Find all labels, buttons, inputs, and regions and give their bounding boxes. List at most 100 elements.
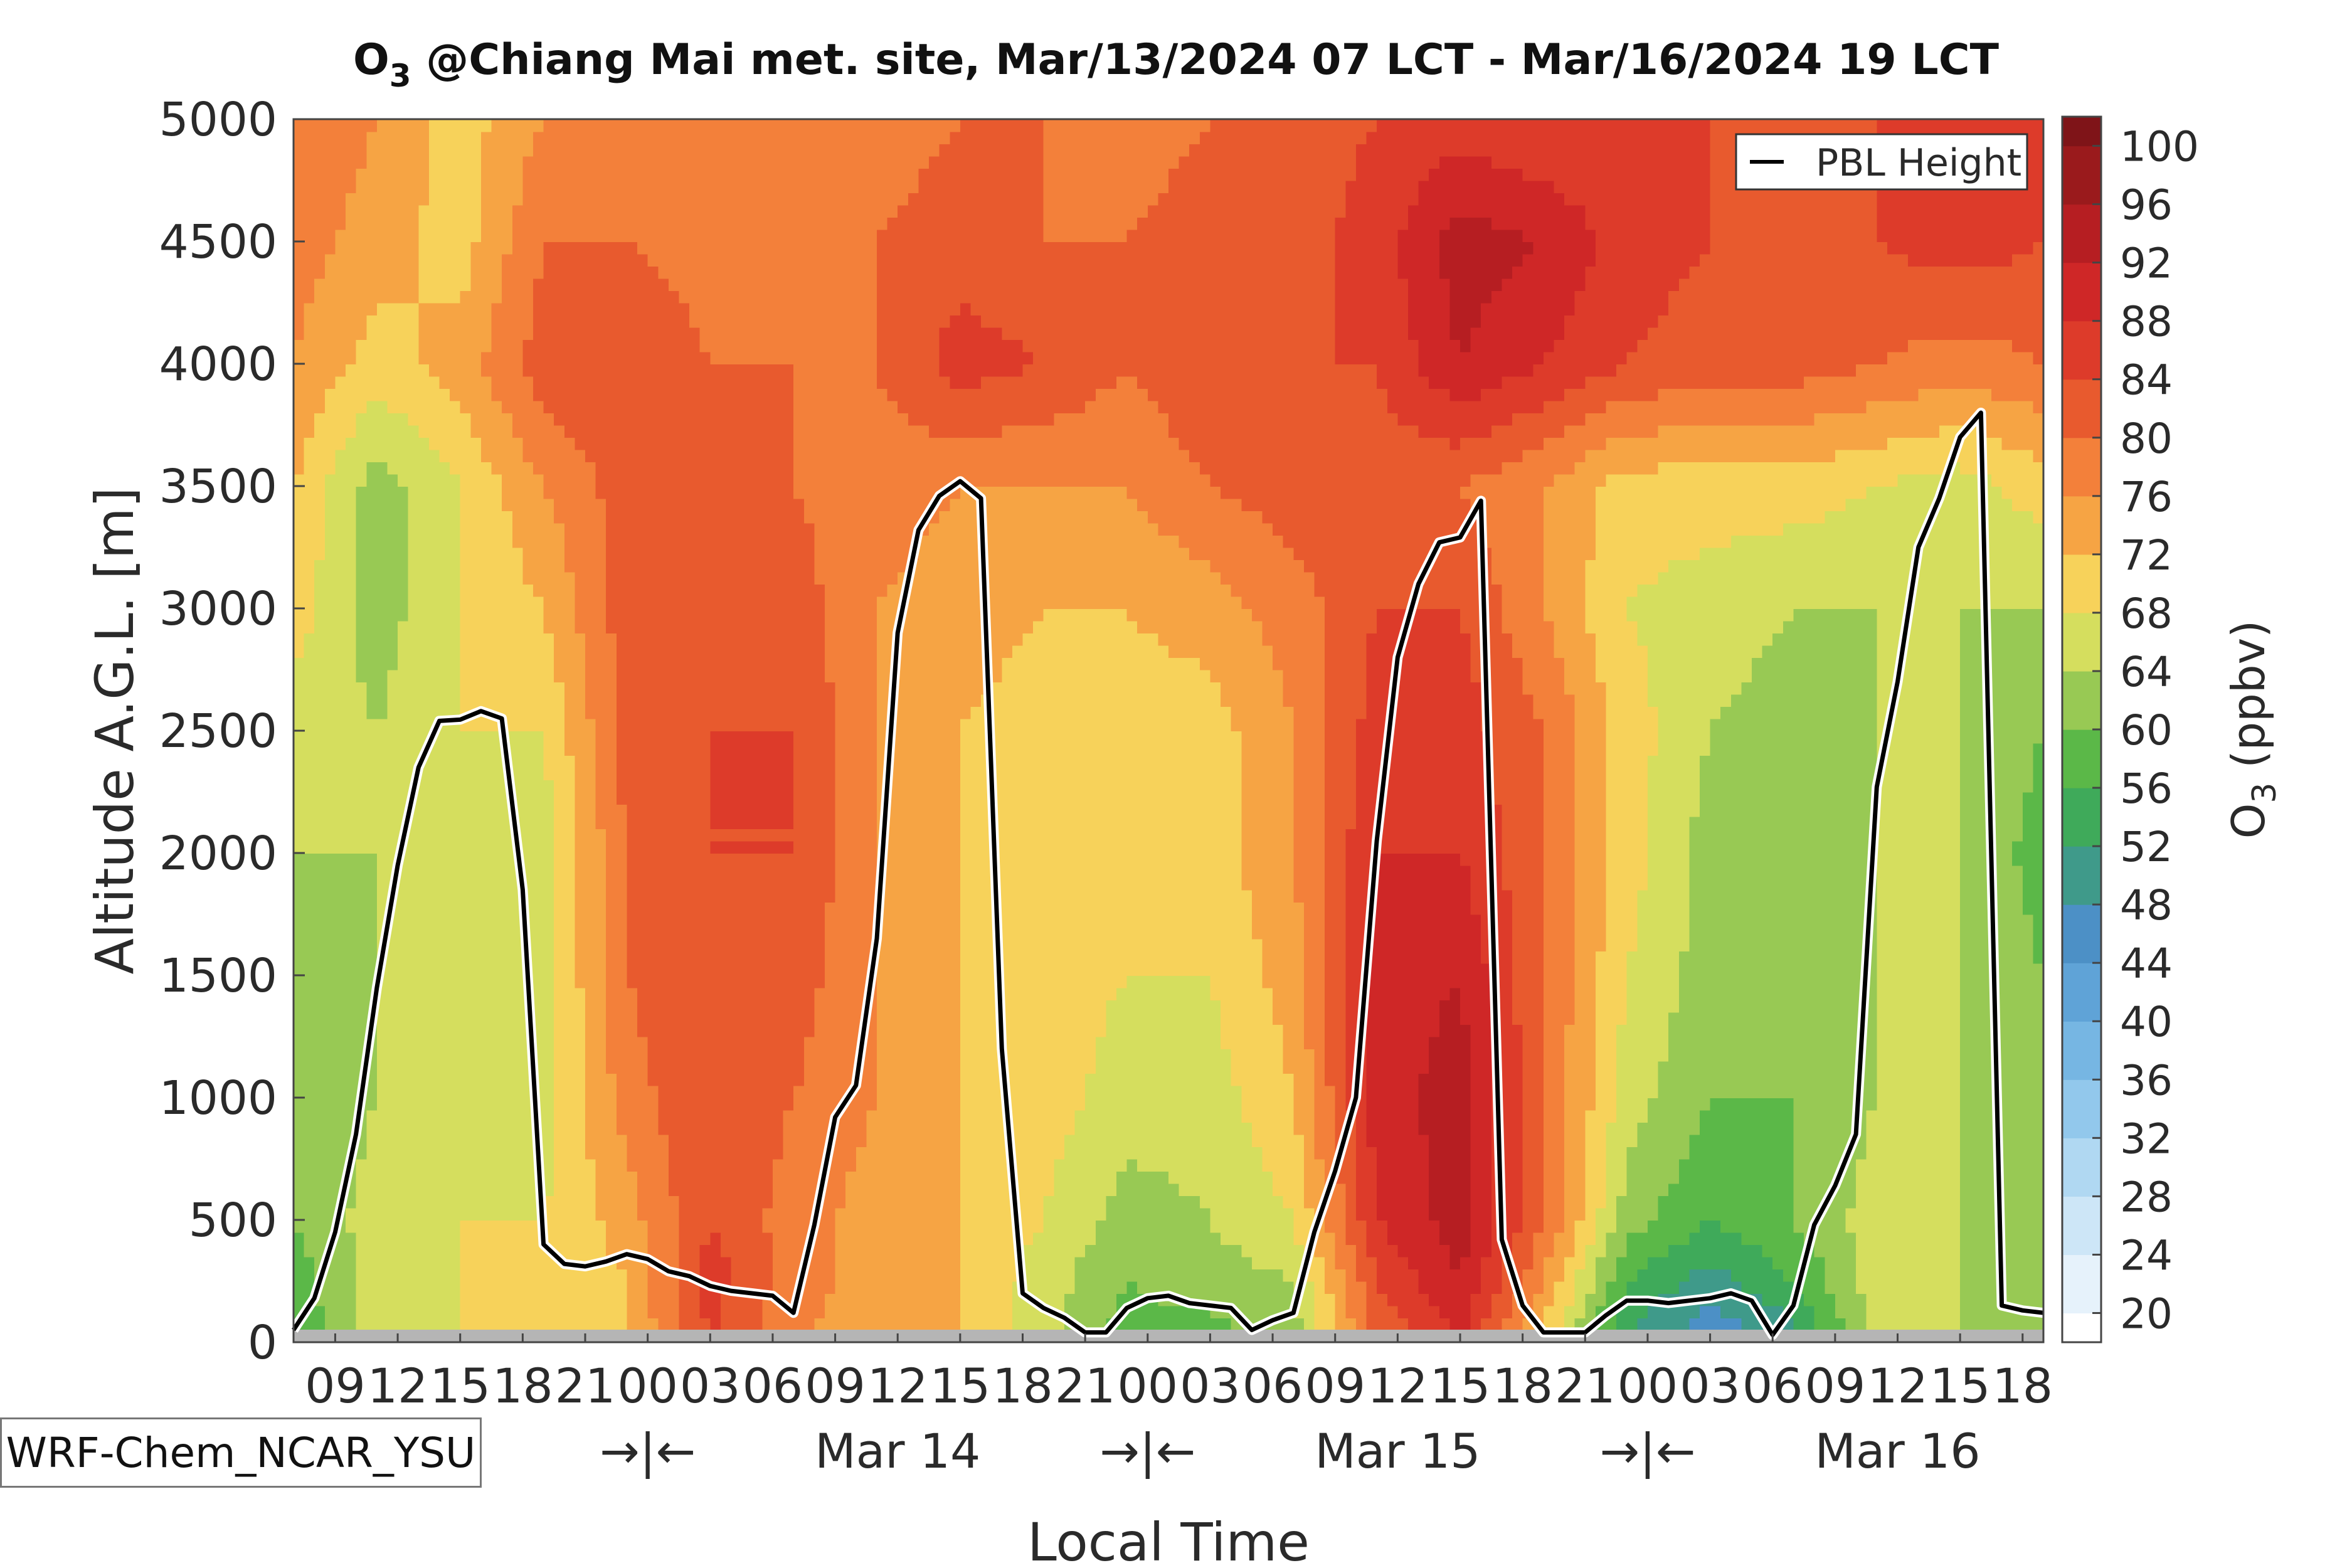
field-cell — [679, 1049, 690, 1062]
field-cell — [814, 1024, 825, 1037]
field-cell — [918, 1024, 930, 1037]
field-cell — [1574, 1305, 1586, 1318]
field-cell — [1439, 1134, 1451, 1147]
field-cell — [387, 1061, 398, 1074]
field-cell — [543, 1000, 554, 1013]
field-cell — [950, 1220, 961, 1233]
field-cell — [595, 1171, 607, 1184]
field-cell — [616, 987, 628, 1000]
field-cell — [1543, 1293, 1555, 1306]
field-cell — [1689, 1110, 1700, 1123]
field-cell — [1658, 1305, 1669, 1318]
field-cell — [2012, 1122, 2023, 1135]
field-cell — [1699, 1049, 1711, 1062]
field-cell — [470, 1220, 482, 1233]
field-cell — [1407, 1158, 1419, 1172]
field-cell — [439, 1122, 450, 1135]
field-cell — [1054, 1110, 1065, 1123]
field-cell — [1449, 1122, 1461, 1135]
field-cell — [585, 1305, 596, 1318]
field-cell — [783, 1281, 794, 1294]
field-cell — [1158, 1134, 1169, 1147]
field-cell — [1877, 1318, 1888, 1331]
field-cell — [1085, 1098, 1096, 1111]
field-cell — [1460, 1024, 1471, 1037]
field-cell — [1585, 1134, 1596, 1147]
field-cell — [1054, 1220, 1065, 1233]
field-cell — [1377, 1000, 1388, 1013]
field-cell — [2012, 1036, 2023, 1049]
field-cell — [908, 1073, 919, 1086]
field-cell — [585, 1122, 596, 1135]
field-cell — [1460, 1158, 1471, 1172]
field-cell — [814, 987, 825, 1000]
field-cell — [1126, 1012, 1138, 1025]
field-cell — [1106, 1122, 1117, 1135]
field-cell — [1273, 1293, 1284, 1306]
field-cell — [480, 1000, 492, 1013]
field-cell — [939, 975, 951, 988]
field-cell — [814, 1073, 825, 1086]
field-cell — [824, 1061, 836, 1074]
field-cell — [710, 1293, 721, 1306]
field-cell — [564, 1110, 576, 1123]
field-cell — [918, 1220, 930, 1233]
field-cell — [1199, 1098, 1211, 1111]
field-cell — [1595, 1134, 1607, 1147]
field-cell — [1126, 1256, 1138, 1269]
field-cell — [575, 1147, 586, 1160]
field-cell — [1064, 1073, 1076, 1086]
field-cell — [918, 1318, 930, 1331]
field-cell — [575, 1024, 586, 1037]
field-cell — [450, 1281, 461, 1294]
field-cell — [1939, 1281, 1951, 1294]
field-cell — [324, 1036, 336, 1049]
field-cell — [898, 1110, 909, 1123]
field-cell — [1303, 1293, 1315, 1306]
field-cell — [720, 1024, 732, 1037]
field-cell — [1543, 1073, 1555, 1086]
field-cell — [1856, 1171, 1867, 1184]
field-cell — [783, 1183, 794, 1196]
field-cell — [918, 1256, 930, 1269]
field-cell — [428, 1073, 440, 1086]
field-cell — [1449, 1220, 1461, 1233]
field-cell — [1407, 1293, 1419, 1306]
field-cell — [908, 1147, 919, 1160]
field-cell — [835, 1171, 846, 1184]
field-cell — [877, 1183, 888, 1196]
field-cell — [793, 1220, 805, 1233]
field-cell — [1710, 1073, 1721, 1086]
field-cell — [908, 1024, 919, 1037]
field-cell — [1793, 1195, 1804, 1209]
field-cell — [1002, 1220, 1013, 1233]
field-cell — [908, 1183, 919, 1196]
field-cell — [1908, 1024, 1919, 1037]
field-cell — [1168, 1171, 1180, 1184]
field-cell — [1918, 1110, 1930, 1123]
field-cell — [1221, 1110, 1232, 1123]
field-cell — [1429, 1000, 1440, 1013]
field-cell — [1293, 1085, 1305, 1098]
field-cell — [1637, 1269, 1648, 1282]
field-cell — [1710, 1256, 1721, 1269]
field-cell — [543, 1269, 554, 1282]
field-cell — [1512, 1183, 1523, 1196]
field-cell — [793, 1012, 805, 1025]
field-cell — [2033, 1244, 2044, 1258]
field-cell — [1678, 1244, 1690, 1258]
field-cell — [616, 1073, 628, 1086]
field-cell — [1970, 1281, 1982, 1294]
field-cell — [720, 1171, 732, 1184]
field-cell — [1720, 1305, 1732, 1318]
field-cell — [1407, 1269, 1419, 1282]
field-cell — [1283, 1012, 1295, 1025]
field-cell — [1043, 1049, 1055, 1062]
field-cell — [554, 1073, 565, 1086]
field-cell — [480, 1293, 492, 1306]
field-cell — [1866, 1012, 1878, 1025]
field-cell — [1741, 1000, 1752, 1013]
field-cell — [1241, 1269, 1253, 1282]
field-cell — [1335, 1098, 1347, 1111]
field-cell — [1835, 1134, 1846, 1147]
